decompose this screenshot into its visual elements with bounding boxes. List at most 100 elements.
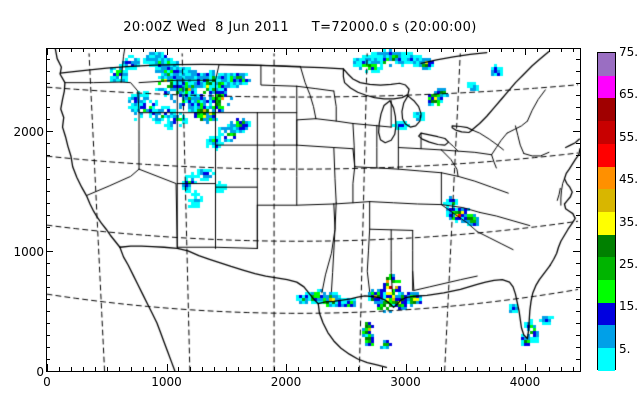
x-axis-label: 2000 bbox=[270, 375, 302, 389]
y-axis-minor-tick bbox=[46, 299, 50, 300]
x-axis-minor-tick bbox=[573, 367, 574, 371]
y-axis-right-tick bbox=[573, 251, 580, 252]
colorbar bbox=[597, 52, 616, 371]
x-axis-top-tick bbox=[131, 48, 132, 52]
reflectivity-map-canvas bbox=[47, 49, 580, 371]
x-axis-minor-tick bbox=[190, 367, 191, 371]
x-axis-minor-tick bbox=[370, 367, 371, 371]
y-axis-right-tick bbox=[576, 299, 580, 300]
x-axis-top-tick bbox=[107, 48, 108, 52]
colorbar-band bbox=[598, 75, 615, 99]
y-axis-right-tick bbox=[576, 179, 580, 180]
y-axis-minor-tick bbox=[46, 359, 50, 360]
x-axis-minor-tick bbox=[214, 367, 215, 371]
x-axis-minor-tick bbox=[119, 367, 120, 371]
x-axis-minor-tick bbox=[537, 367, 538, 371]
y-axis-minor-tick bbox=[46, 227, 50, 228]
x-axis-top-tick bbox=[346, 48, 347, 52]
colorbar-band bbox=[598, 121, 615, 144]
y-axis-right-tick bbox=[576, 263, 580, 264]
x-axis-top-tick bbox=[47, 48, 48, 55]
x-axis-top-tick bbox=[167, 48, 168, 55]
y-axis-minor-tick bbox=[46, 71, 50, 72]
colorbar-tick-label: 25. bbox=[619, 257, 639, 271]
x-axis-label: 4000 bbox=[509, 375, 541, 389]
x-axis-minor-tick bbox=[561, 367, 562, 371]
x-axis-top-tick bbox=[298, 48, 299, 52]
x-axis-top-tick bbox=[573, 48, 574, 52]
y-axis-minor-tick bbox=[46, 179, 50, 180]
x-axis-minor-tick bbox=[155, 367, 156, 371]
y-axis-minor-tick bbox=[46, 119, 50, 120]
y-axis-right-tick bbox=[576, 287, 580, 288]
x-axis-minor-tick bbox=[513, 367, 514, 371]
x-axis-minor-tick bbox=[143, 367, 144, 371]
x-axis-minor-tick bbox=[489, 367, 490, 371]
y-axis-minor-tick bbox=[46, 215, 50, 216]
x-axis-major-tick bbox=[286, 364, 287, 371]
x-axis-major-tick bbox=[167, 364, 168, 371]
y-axis-right-tick bbox=[576, 107, 580, 108]
y-axis-major-tick bbox=[46, 251, 53, 252]
x-axis-top-tick bbox=[71, 48, 72, 52]
colorbar-band bbox=[598, 280, 615, 303]
colorbar-band bbox=[598, 189, 615, 212]
x-axis-top-tick bbox=[155, 48, 156, 52]
x-axis-top-tick bbox=[83, 48, 84, 52]
colorbar-band bbox=[598, 166, 615, 190]
x-axis-top-tick bbox=[202, 48, 203, 52]
x-axis-top-tick bbox=[417, 48, 418, 52]
x-axis-minor-tick bbox=[346, 367, 347, 371]
figure-title: 20:00Z Wed 8 Jun 2011 T=72000.0 s (20:00… bbox=[123, 20, 477, 35]
x-axis-minor-tick bbox=[59, 367, 60, 371]
x-axis-minor-tick bbox=[382, 367, 383, 371]
x-axis-major-tick bbox=[406, 364, 407, 371]
x-axis-minor-tick bbox=[131, 367, 132, 371]
x-axis-top-tick bbox=[95, 48, 96, 52]
x-axis-minor-tick bbox=[358, 367, 359, 371]
y-axis-right-tick bbox=[573, 371, 580, 372]
colorbar-band bbox=[598, 348, 615, 371]
x-axis-minor-tick bbox=[250, 367, 251, 371]
colorbar-band bbox=[598, 53, 615, 76]
y-axis-minor-tick bbox=[46, 287, 50, 288]
colorbar-tick-label: 55. bbox=[619, 129, 639, 144]
x-axis-top-tick bbox=[250, 48, 251, 52]
y-axis-right-tick bbox=[576, 203, 580, 204]
y-axis-right-tick bbox=[576, 227, 580, 228]
x-axis-minor-tick bbox=[322, 367, 323, 371]
x-axis-top-tick bbox=[382, 48, 383, 52]
y-axis-right-tick bbox=[576, 347, 580, 348]
x-axis-top-tick bbox=[214, 48, 215, 52]
x-axis-major-tick bbox=[525, 364, 526, 371]
x-axis-label: 3000 bbox=[390, 375, 421, 389]
y-axis-label: 1000 bbox=[13, 244, 44, 259]
colorbar-tick-label: 5. bbox=[619, 341, 631, 356]
x-axis-top-tick bbox=[334, 48, 335, 52]
x-axis-minor-tick bbox=[501, 367, 502, 371]
y-axis-right-tick bbox=[573, 131, 580, 132]
x-axis-minor-tick bbox=[417, 367, 418, 371]
x-axis-minor-tick bbox=[238, 367, 239, 371]
x-axis-top-tick bbox=[238, 48, 239, 52]
x-axis-minor-tick bbox=[178, 367, 179, 371]
colorbar-band bbox=[598, 234, 615, 258]
y-axis-minor-tick bbox=[46, 191, 50, 192]
x-axis-top-tick bbox=[370, 48, 371, 52]
y-axis-right-tick bbox=[576, 59, 580, 60]
colorbar-band bbox=[598, 211, 615, 235]
y-axis-minor-tick bbox=[46, 167, 50, 168]
x-axis-minor-tick bbox=[334, 367, 335, 371]
x-axis-top-tick bbox=[429, 48, 430, 52]
y-axis-minor-tick bbox=[46, 335, 50, 336]
x-axis-top-tick bbox=[501, 48, 502, 52]
x-axis-major-tick bbox=[47, 364, 48, 371]
x-axis-minor-tick bbox=[226, 367, 227, 371]
y-axis-right-tick bbox=[576, 119, 580, 120]
y-axis-minor-tick bbox=[46, 203, 50, 204]
x-axis-minor-tick bbox=[477, 367, 478, 371]
x-axis-top-tick bbox=[190, 48, 191, 52]
x-axis-label: 0 bbox=[43, 375, 51, 389]
y-axis-minor-tick bbox=[46, 275, 50, 276]
